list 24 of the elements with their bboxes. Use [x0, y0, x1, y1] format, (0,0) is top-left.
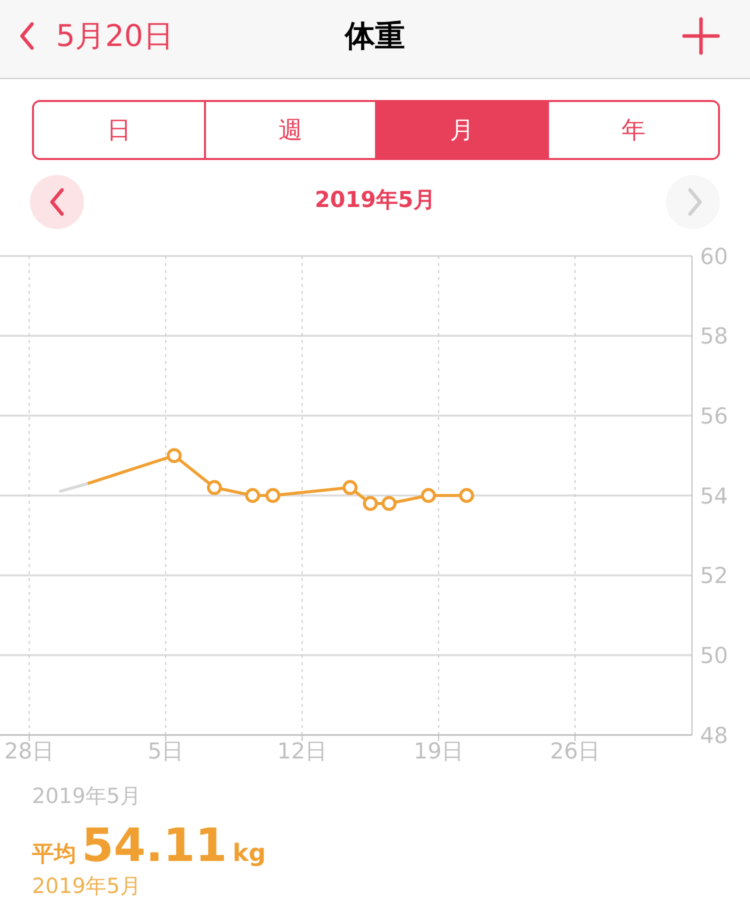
y-tick-label: 54	[700, 484, 728, 510]
y-tick-label: 52	[700, 564, 728, 590]
y-tick-label: 48	[700, 724, 728, 749]
chart-title: 体重	[345, 19, 405, 54]
text: 5月20日	[56, 18, 174, 56]
text: 週	[204, 102, 375, 158]
text: 54.11	[82, 818, 228, 872]
chart-subtitle: 2019年5月	[314, 187, 436, 215]
text: 2019年5月	[32, 783, 141, 810]
y-tick-label: 60	[700, 244, 728, 270]
text: 日	[34, 102, 204, 158]
y-tick-label: 58	[700, 324, 728, 350]
text: 平均	[32, 842, 76, 867]
x-tick-label: 19日	[414, 740, 464, 765]
x-tick-label: 5日	[148, 740, 184, 765]
text: kg	[232, 839, 266, 867]
x-tick-label: 26日	[550, 740, 600, 765]
y-tick-label: 50	[700, 644, 728, 669]
y-tick-label: 56	[700, 404, 728, 430]
x-tick-label: 28日	[4, 740, 54, 765]
text: 2019年5月	[32, 873, 141, 900]
text: 年	[546, 102, 718, 158]
text: 月	[375, 102, 546, 158]
x-tick-label: 12日	[277, 740, 328, 765]
